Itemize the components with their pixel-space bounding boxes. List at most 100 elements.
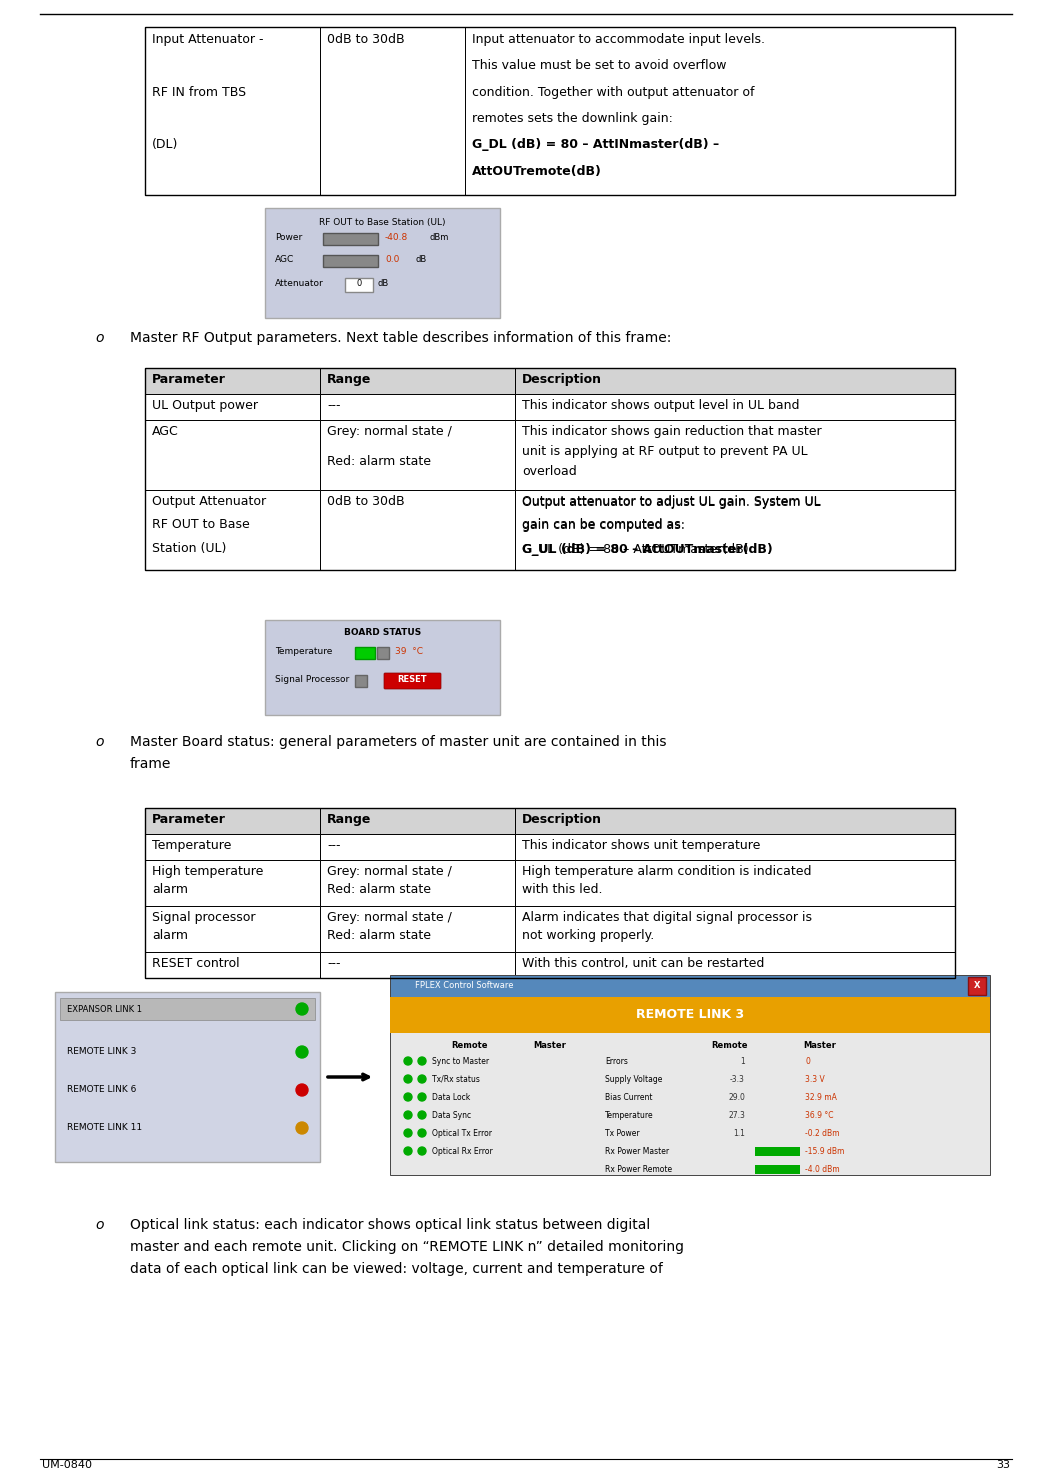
Text: Rx Power Remote: Rx Power Remote xyxy=(605,1164,672,1173)
Text: Grey: normal state /: Grey: normal state / xyxy=(327,911,452,924)
Text: REMOTE LINK 3: REMOTE LINK 3 xyxy=(636,1009,744,1022)
Text: (DL): (DL) xyxy=(151,138,179,151)
Text: Grey: normal state /: Grey: normal state / xyxy=(327,425,452,438)
Text: High temperature: High temperature xyxy=(151,865,263,878)
Bar xyxy=(515,834,955,860)
Circle shape xyxy=(418,1129,426,1137)
Bar xyxy=(465,27,955,195)
Text: 0.0: 0.0 xyxy=(385,256,400,265)
Bar xyxy=(320,490,515,570)
FancyBboxPatch shape xyxy=(384,672,441,689)
Bar xyxy=(145,809,320,834)
Text: Attenuator: Attenuator xyxy=(275,280,324,289)
Bar xyxy=(60,998,315,1020)
Text: 29.0: 29.0 xyxy=(728,1093,745,1102)
Text: AGC: AGC xyxy=(151,425,179,438)
Text: This indicator shows gain reduction that master: This indicator shows gain reduction that… xyxy=(522,425,822,438)
Circle shape xyxy=(404,1111,412,1120)
Text: -15.9 dBm: -15.9 dBm xyxy=(805,1146,845,1155)
Text: RESET control: RESET control xyxy=(151,957,240,970)
Text: Red: alarm state: Red: alarm state xyxy=(327,455,431,468)
Bar xyxy=(55,992,320,1163)
Bar xyxy=(515,906,955,952)
Text: This value must be set to avoid overflow: This value must be set to avoid overflow xyxy=(472,59,727,73)
Text: Master RF Output parameters. Next table describes information of this frame:: Master RF Output parameters. Next table … xyxy=(130,330,671,345)
Bar xyxy=(145,809,955,977)
Circle shape xyxy=(296,1123,308,1134)
Text: Red: alarm state: Red: alarm state xyxy=(327,883,431,896)
Text: with this led.: with this led. xyxy=(522,883,603,896)
Text: BOARD STATUS: BOARD STATUS xyxy=(344,628,421,637)
Text: Errors: Errors xyxy=(605,1056,628,1065)
Text: 36.9 °C: 36.9 °C xyxy=(805,1111,833,1120)
Text: RF OUT to Base: RF OUT to Base xyxy=(151,518,249,532)
Text: Description: Description xyxy=(522,373,602,387)
Text: Station (UL): Station (UL) xyxy=(151,542,226,555)
Bar xyxy=(320,27,465,195)
Text: 0: 0 xyxy=(805,1056,810,1065)
Text: Signal Processor: Signal Processor xyxy=(275,675,349,684)
Bar xyxy=(320,906,515,952)
Circle shape xyxy=(404,1075,412,1083)
Bar xyxy=(145,490,320,570)
Bar xyxy=(515,952,955,977)
Bar xyxy=(323,255,378,267)
Bar xyxy=(515,367,955,394)
Bar xyxy=(145,421,320,490)
Circle shape xyxy=(418,1057,426,1065)
Text: 27.3: 27.3 xyxy=(728,1111,745,1120)
Text: G_DL (dB) = 80 – AttINmaster(dB) –: G_DL (dB) = 80 – AttINmaster(dB) – xyxy=(472,138,720,151)
Text: 33: 33 xyxy=(996,1460,1010,1471)
Text: gain can be computed as:: gain can be computed as: xyxy=(522,518,685,532)
Text: unit is applying at RF output to prevent PA UL: unit is applying at RF output to prevent… xyxy=(522,444,808,458)
Text: Tx/Rx status: Tx/Rx status xyxy=(432,1075,480,1084)
Text: dBm: dBm xyxy=(430,234,449,243)
Text: o: o xyxy=(96,735,104,749)
Bar xyxy=(145,952,320,977)
Text: 0: 0 xyxy=(357,280,362,289)
Text: 3.3 V: 3.3 V xyxy=(805,1075,825,1084)
Text: Temperature: Temperature xyxy=(275,647,332,656)
Text: o: o xyxy=(96,330,104,345)
Text: Remote: Remote xyxy=(712,1041,748,1050)
Text: gain can be computed as:: gain can be computed as: xyxy=(522,520,685,532)
Bar xyxy=(145,367,320,394)
Text: 32.9 mA: 32.9 mA xyxy=(805,1093,837,1102)
Bar xyxy=(320,421,515,490)
Text: master and each remote unit. Clicking on “REMOTE LINK n” detailed monitoring: master and each remote unit. Clicking on… xyxy=(130,1240,684,1254)
Bar xyxy=(345,278,373,292)
Text: 1: 1 xyxy=(741,1056,745,1065)
Circle shape xyxy=(404,1146,412,1155)
Text: Power: Power xyxy=(275,234,302,243)
Bar xyxy=(320,394,515,421)
Text: UL Output power: UL Output power xyxy=(151,398,258,412)
Text: Master: Master xyxy=(804,1041,836,1050)
Text: Optical link status: each indicator shows optical link status between digital: Optical link status: each indicator show… xyxy=(130,1217,650,1232)
Text: o: o xyxy=(96,1217,104,1232)
Bar xyxy=(145,860,320,906)
Bar xyxy=(355,675,367,687)
Text: This indicator shows output level in UL band: This indicator shows output level in UL … xyxy=(522,398,800,412)
Text: Output Attenuator: Output Attenuator xyxy=(151,495,266,508)
Text: Description: Description xyxy=(522,813,602,826)
Bar xyxy=(145,27,955,195)
Text: ---: --- xyxy=(327,840,341,852)
Text: Signal processor: Signal processor xyxy=(151,911,256,924)
Bar xyxy=(320,367,515,394)
Circle shape xyxy=(404,1093,412,1100)
Text: dB: dB xyxy=(414,256,426,265)
Text: Optical Rx Error: Optical Rx Error xyxy=(432,1146,492,1155)
Bar xyxy=(323,233,378,244)
Bar xyxy=(145,906,320,952)
Circle shape xyxy=(418,1111,426,1120)
Text: -40.8: -40.8 xyxy=(385,234,408,243)
Bar xyxy=(320,860,515,906)
Circle shape xyxy=(296,1046,308,1057)
Bar xyxy=(968,977,986,995)
Text: RESET: RESET xyxy=(398,675,427,684)
Text: Range: Range xyxy=(327,813,371,826)
Text: alarm: alarm xyxy=(151,929,188,942)
Bar xyxy=(355,647,375,659)
Text: 0dB to 30dB: 0dB to 30dB xyxy=(327,495,405,508)
Text: X: X xyxy=(974,982,980,991)
